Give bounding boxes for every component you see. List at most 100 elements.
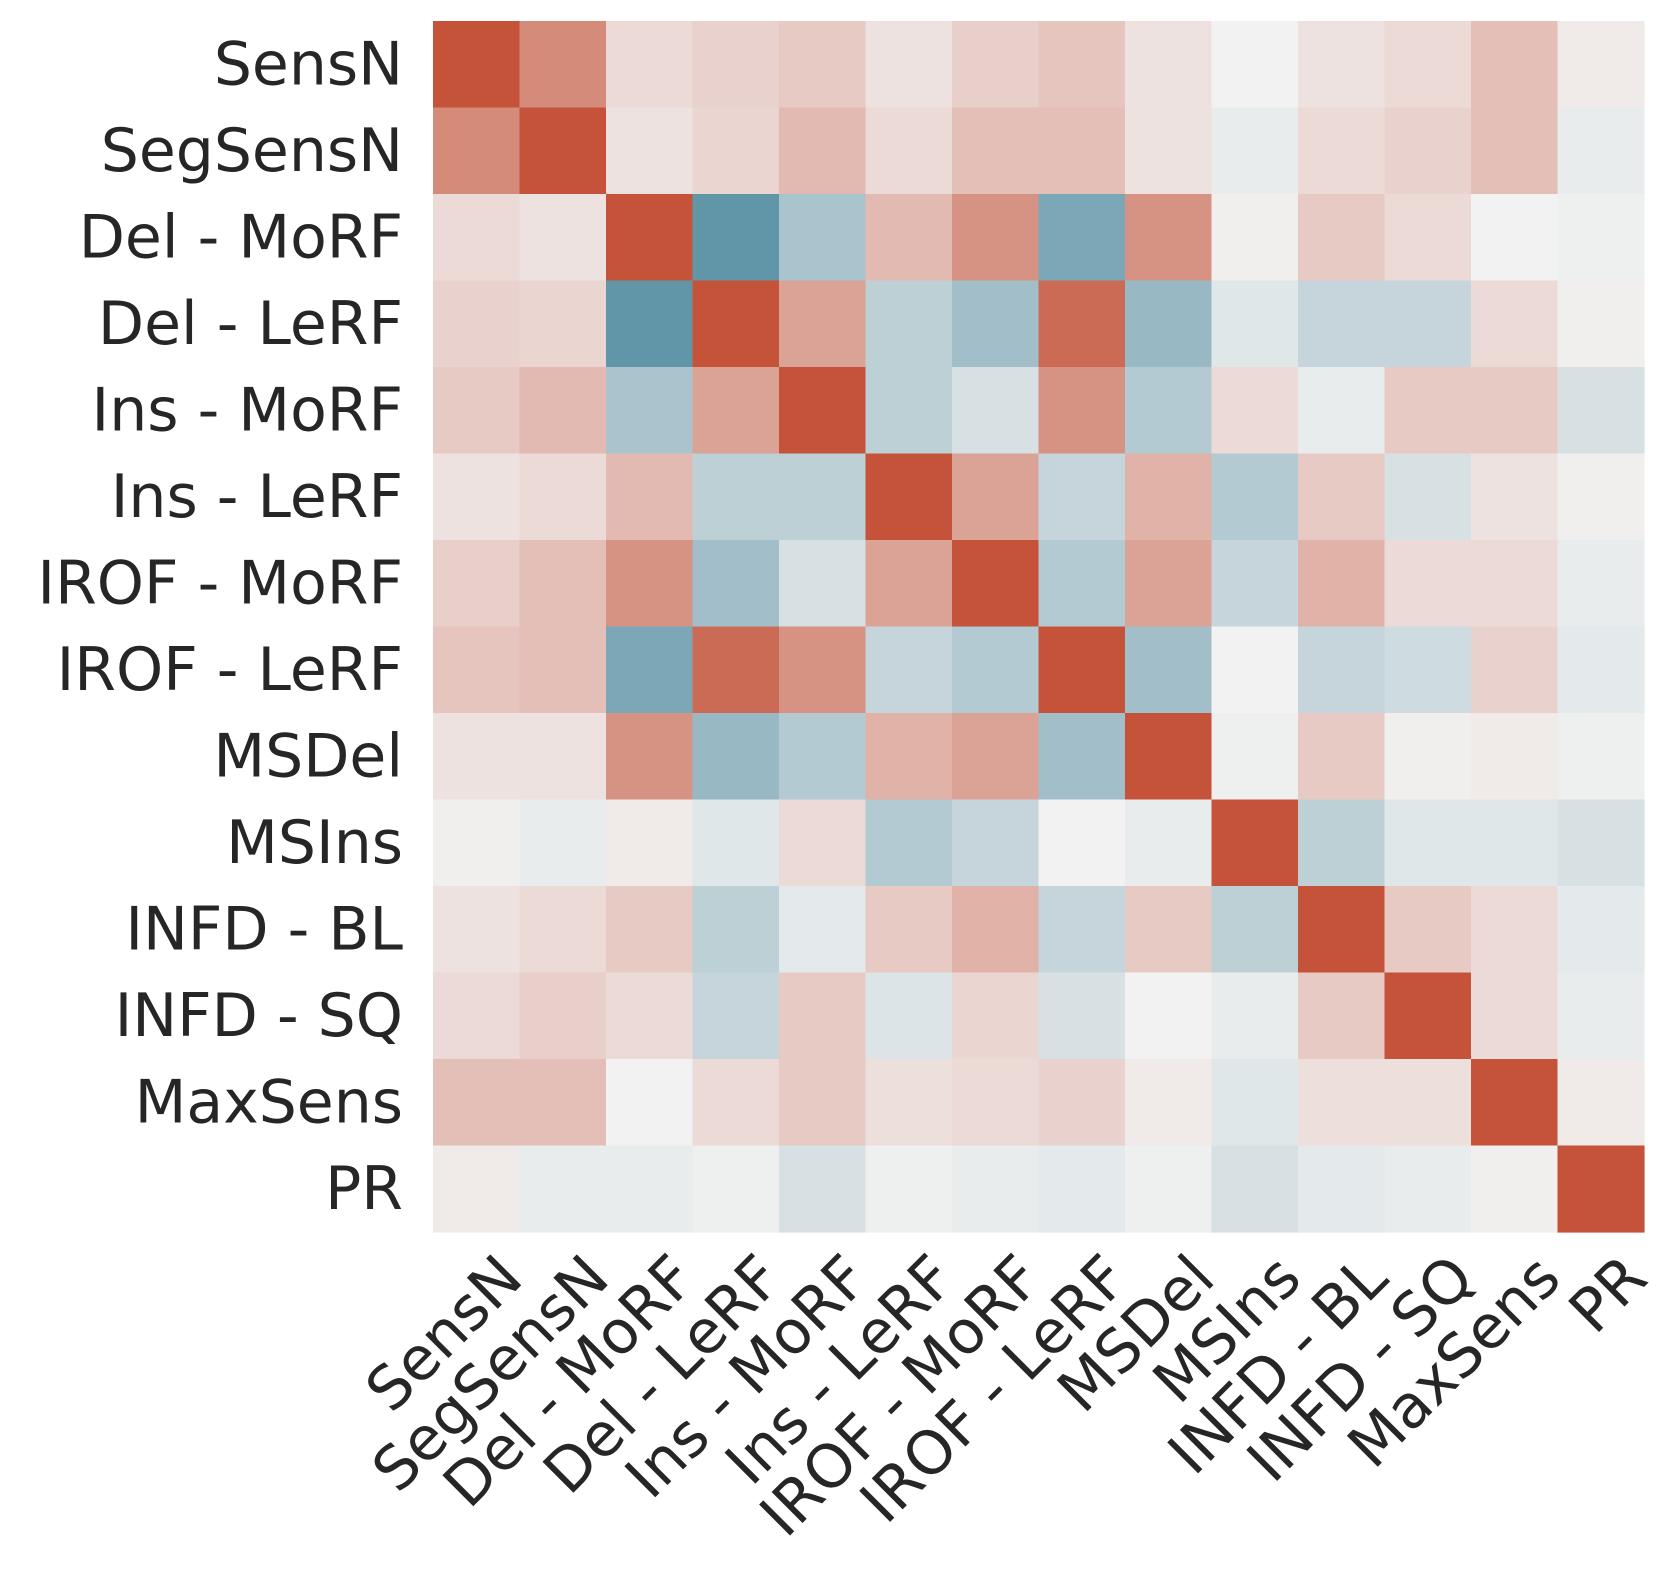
heatmap-cell-irof-morf-del-lerf [692,540,780,628]
heatmap-cell-infd-sq-irof-morf [952,972,1040,1060]
heatmap-cell-infd-bl-del-morf [606,886,694,974]
heatmap-cell-irof-lerf-msins [1211,626,1299,714]
heatmap-cell-ins-lerf-sensn [433,453,521,541]
heatmap-cell-infd-sq-msdel [1125,972,1213,1060]
heatmap-cell-infd-sq-segsensn [519,972,607,1060]
heatmap-cell-irof-lerf-infd-sq [1384,626,1472,714]
y-tick-label-msdel: MSDel [213,721,403,791]
heatmap-cell-del-lerf-ins-morf [779,280,867,368]
heatmap-cell-msins-ins-lerf [865,799,953,887]
heatmap-cell-irof-morf-infd-sq [1384,540,1472,628]
heatmap-cell-irof-morf-segsensn [519,540,607,628]
heatmap-cell-segsensn-msins [1211,107,1299,195]
heatmap-cell-msins-maxsens [1471,799,1559,887]
heatmap-cell-ins-morf-del-morf [606,367,694,455]
heatmap-cell-segsensn-ins-lerf [865,107,953,195]
heatmap-cell-ins-lerf-msins [1211,453,1299,541]
heatmap-cell-infd-sq-del-lerf [692,972,780,1060]
heatmap-cell-ins-lerf-pr [1557,453,1645,541]
heatmap-cell-ins-morf-del-lerf [692,367,780,455]
heatmap-cell-msdel-del-morf [606,713,694,801]
heatmap-cell-infd-bl-msins [1211,886,1299,974]
y-tick-label-irof-lerf: IROF - LeRF [57,635,403,705]
heatmap-cell-del-lerf-sensn [433,280,521,368]
heatmap-cell-msdel-del-lerf [692,713,780,801]
heatmap-cell-msins-msdel [1125,799,1213,887]
y-tick-label-irof-morf: IROF - MoRF [37,548,403,618]
heatmap-cell-infd-bl-msdel [1125,886,1213,974]
heatmap-cell-del-lerf-maxsens [1471,280,1559,368]
heatmap-cell-infd-bl-maxsens [1471,886,1559,974]
heatmap-cell-msdel-sensn [433,713,521,801]
heatmap-cell-ins-morf-irof-lerf [1038,367,1126,455]
heatmap-cell-msdel-ins-lerf [865,713,953,801]
heatmap-cell-ins-lerf-del-lerf [692,453,780,541]
heatmap-cell-ins-morf-sensn [433,367,521,455]
heatmap-cell-irof-morf-irof-morf [952,540,1040,628]
heatmap-cell-infd-sq-maxsens [1471,972,1559,1060]
heatmap-cell-maxsens-irof-lerf [1038,1059,1126,1147]
heatmap-cell-ins-morf-infd-sq [1384,367,1472,455]
heatmap-cell-segsensn-maxsens [1471,107,1559,195]
heatmap-cell-sensn-ins-lerf [865,21,953,109]
heatmap-cell-maxsens-infd-sq [1384,1059,1472,1147]
heatmap-cell-ins-lerf-infd-bl [1298,453,1386,541]
heatmap-cell-maxsens-del-morf [606,1059,694,1147]
heatmap-cell-pr-infd-bl [1298,1145,1386,1233]
heatmap-cell-infd-sq-pr [1557,972,1645,1060]
heatmap-cell-ins-morf-ins-morf [779,367,867,455]
heatmap-cell-msins-ins-morf [779,799,867,887]
y-tick-label-del-morf: Del - MoRF [79,202,403,272]
heatmap-cell-irof-lerf-segsensn [519,626,607,714]
heatmap-cell-sensn-infd-sq [1384,21,1472,109]
heatmap-cell-irof-lerf-maxsens [1471,626,1559,714]
heatmap-cell-infd-bl-ins-morf [779,886,867,974]
heatmap-cell-infd-bl-infd-bl [1298,886,1386,974]
y-tick-label-pr: PR [325,1154,403,1224]
heatmap-cell-segsensn-pr [1557,107,1645,195]
heatmap-cell-pr-del-lerf [692,1145,780,1233]
heatmap-cell-del-lerf-infd-bl [1298,280,1386,368]
heatmap-cell-maxsens-msdel [1125,1059,1213,1147]
heatmap-cell-irof-lerf-pr [1557,626,1645,714]
heatmap-cell-pr-maxsens [1471,1145,1559,1233]
heatmap-cell-pr-del-morf [606,1145,694,1233]
heatmap-cell-maxsens-irof-morf [952,1059,1040,1147]
heatmap-cell-irof-morf-irof-lerf [1038,540,1126,628]
heatmap-cell-msdel-irof-morf [952,713,1040,801]
heatmap-cell-segsensn-infd-sq [1384,107,1472,195]
heatmap-cell-maxsens-ins-morf [779,1059,867,1147]
heatmap-cell-del-morf-msdel [1125,194,1213,282]
y-tick-label-maxsens: MaxSens [135,1067,403,1137]
heatmap-cell-infd-sq-msins [1211,972,1299,1060]
y-tick-label-ins-lerf: Ins - LeRF [111,462,403,532]
heatmap-cell-del-morf-msins [1211,194,1299,282]
heatmap-cell-infd-sq-infd-sq [1384,972,1472,1060]
heatmap-cell-segsensn-sensn [433,107,521,195]
heatmap-cell-sensn-irof-morf [952,21,1040,109]
heatmap-cell-irof-lerf-del-lerf [692,626,780,714]
x-tick-label-pr: PR [1556,1242,1661,1347]
heatmap-cell-sensn-ins-morf [779,21,867,109]
heatmap-cell-ins-lerf-irof-lerf [1038,453,1126,541]
heatmap-cell-infd-sq-irof-lerf [1038,972,1126,1060]
heatmap-cell-ins-morf-msdel [1125,367,1213,455]
heatmap-cell-del-lerf-segsensn [519,280,607,368]
heatmap-cell-pr-ins-lerf [865,1145,953,1233]
heatmap-cell-irof-lerf-msdel [1125,626,1213,714]
heatmap-cell-segsensn-irof-lerf [1038,107,1126,195]
heatmap-cells [433,21,1645,1233]
heatmap-cell-ins-lerf-irof-morf [952,453,1040,541]
heatmap-cell-infd-bl-pr [1557,886,1645,974]
heatmap-cell-del-morf-maxsens [1471,194,1559,282]
heatmap-cell-irof-lerf-del-morf [606,626,694,714]
heatmap-cell-infd-bl-segsensn [519,886,607,974]
heatmap-cell-msins-sensn [433,799,521,887]
heatmap-cell-sensn-sensn [433,21,521,109]
heatmap-cell-sensn-pr [1557,21,1645,109]
y-tick-label-segsensn: SegSensN [101,116,403,186]
heatmap-cell-del-morf-ins-lerf [865,194,953,282]
heatmap-cell-irof-lerf-irof-morf [952,626,1040,714]
